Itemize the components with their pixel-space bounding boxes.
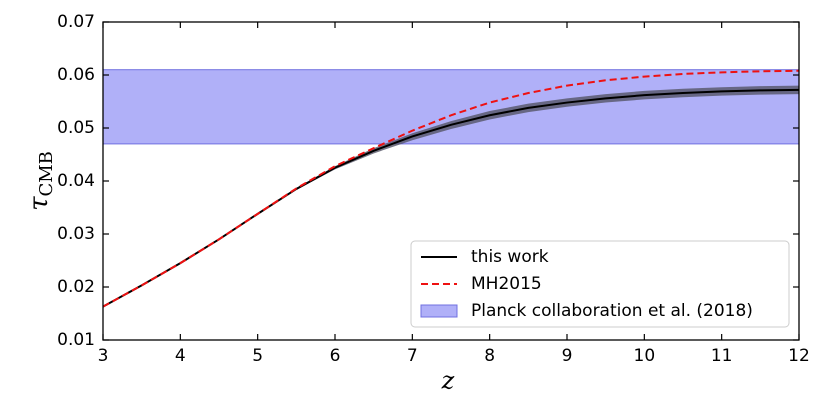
- x-tick-label: 7: [407, 346, 418, 366]
- x-tick-label: 5: [252, 346, 263, 366]
- legend-box: [410, 240, 790, 328]
- y-tick-label: 0.07: [57, 12, 95, 32]
- y-axis-label-text: τCMB: [24, 151, 57, 211]
- legend-label: Planck collaboration et al. (2018): [471, 301, 753, 321]
- y-tick-label: 0.02: [57, 277, 95, 297]
- x-tick-label: 8: [484, 346, 495, 366]
- planck-band: [102, 69, 800, 145]
- x-tick-label: 9: [562, 346, 573, 366]
- x-tick-label: 11: [711, 346, 733, 366]
- y-tick-label: 0.06: [57, 65, 95, 85]
- y-tick-label: 0.05: [57, 118, 95, 138]
- series-line: [102, 69, 800, 308]
- y-tick-label: 0.03: [57, 224, 95, 244]
- y-symbol: τ: [24, 196, 54, 211]
- x-tick-label: 10: [634, 346, 656, 366]
- legend-swatch: [420, 304, 458, 318]
- x-tick-label: 4: [175, 346, 186, 366]
- y-tick-label: 0.04: [57, 171, 95, 191]
- legend-label: this work: [471, 247, 549, 267]
- legend-label: MH2015: [471, 274, 542, 294]
- y-axis-label: τCMB: [24, 151, 57, 211]
- y-tick-label: 0.01: [57, 330, 95, 350]
- x-axis-label: z: [441, 367, 455, 395]
- x-tick-label: 12: [788, 346, 810, 366]
- y-subscript: CMB: [36, 151, 57, 196]
- x-tick-label: 6: [330, 346, 341, 366]
- x-tick-label: 3: [98, 346, 109, 366]
